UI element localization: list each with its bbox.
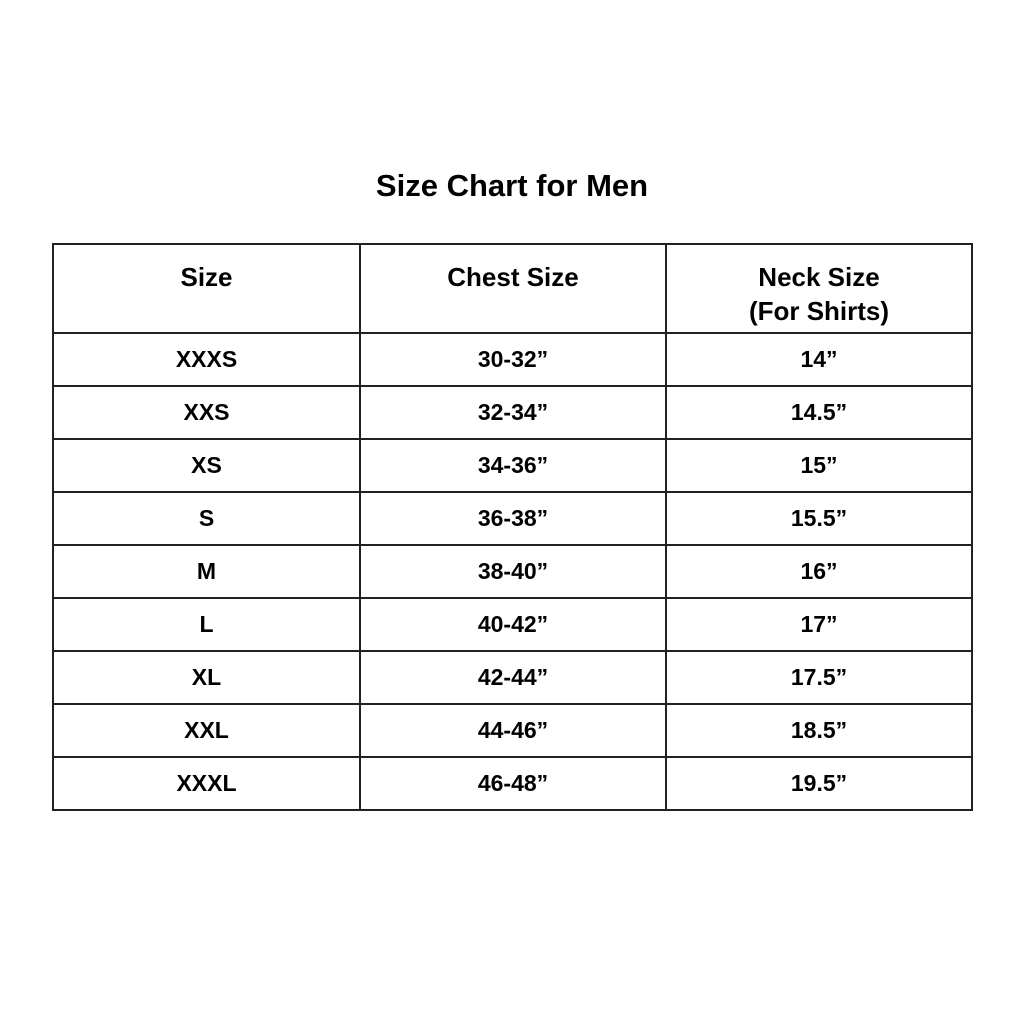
table-row: XXS 32-34” 14.5”	[52, 385, 973, 440]
cell-chest: 40-42”	[359, 597, 667, 652]
cell-size: XL	[52, 650, 361, 705]
header-row: Size Chest Size Neck Size (For Shirts)	[52, 243, 973, 334]
header-neck-size-note: (For Shirts)	[748, 296, 890, 326]
cell-neck: 18.5”	[665, 703, 973, 758]
cell-neck: 17.5”	[665, 650, 973, 705]
cell-size: XXL	[52, 703, 361, 758]
table-row: XL 42-44” 17.5”	[52, 650, 973, 705]
header-size: Size	[52, 243, 361, 334]
table-row: XXL 44-46” 18.5”	[52, 703, 973, 758]
cell-size: XXXL	[52, 756, 361, 811]
header-neck-size: Neck Size (For Shirts)	[665, 243, 973, 334]
cell-chest: 46-48”	[359, 756, 667, 811]
table-row: L 40-42” 17”	[52, 597, 973, 652]
cell-size: XXS	[52, 385, 361, 440]
table-row: S 36-38” 15.5”	[52, 491, 973, 546]
table-row: XXXS 30-32” 14”	[52, 332, 973, 387]
cell-neck: 14.5”	[665, 385, 973, 440]
cell-neck: 19.5”	[665, 756, 973, 811]
cell-chest: 34-36”	[359, 438, 667, 493]
table-row: XS 34-36” 15”	[52, 438, 973, 493]
cell-size: M	[52, 544, 361, 599]
cell-size: XS	[52, 438, 361, 493]
cell-chest: 44-46”	[359, 703, 667, 758]
cell-neck: 15”	[665, 438, 973, 493]
cell-chest: 32-34”	[359, 385, 667, 440]
cell-size: XXXS	[52, 332, 361, 387]
table-row: M 38-40” 16”	[52, 544, 973, 599]
header-neck-size-label: Neck Size	[758, 262, 880, 292]
cell-neck: 17”	[665, 597, 973, 652]
cell-size: L	[52, 597, 361, 652]
cell-chest: 36-38”	[359, 491, 667, 546]
cell-chest: 38-40”	[359, 544, 667, 599]
cell-neck: 15.5”	[665, 491, 973, 546]
page-title: Size Chart for Men	[375, 168, 649, 203]
cell-chest: 42-44”	[359, 650, 667, 705]
cell-size: S	[52, 491, 361, 546]
cell-neck: 14”	[665, 332, 973, 387]
header-chest-size: Chest Size	[359, 243, 667, 334]
table-row: XXXL 46-48” 19.5”	[52, 756, 973, 811]
size-chart-table: Size Chest Size Neck Size (For Shirts) X…	[52, 243, 973, 811]
cell-chest: 30-32”	[359, 332, 667, 387]
cell-neck: 16”	[665, 544, 973, 599]
